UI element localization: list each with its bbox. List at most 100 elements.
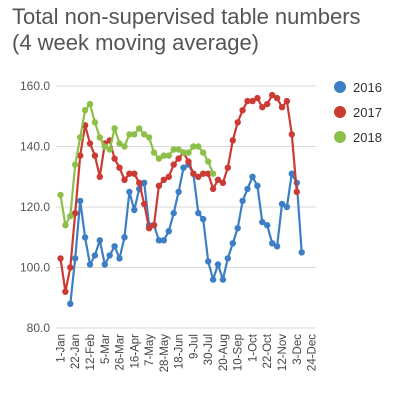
data-point-2016 [72, 255, 79, 262]
x-tick-label: 9-Jul [188, 334, 200, 359]
data-point-2016 [214, 261, 222, 268]
data-point-2017 [131, 170, 138, 177]
y-tick-label: 80.0 [27, 321, 51, 335]
data-point-2017 [234, 119, 241, 126]
data-point-2017 [283, 97, 291, 105]
data-point-2017 [77, 152, 84, 159]
data-point-2016 [224, 255, 231, 262]
data-point-2018 [131, 131, 138, 138]
data-point-2016 [170, 209, 177, 217]
data-point-2018 [86, 100, 94, 108]
data-point-2018 [91, 119, 99, 126]
data-point-2018 [111, 125, 118, 132]
x-tick-label: 26-Mar [115, 334, 127, 371]
legend-label-2018: 2018 [353, 130, 382, 145]
data-point-2016 [165, 228, 172, 235]
chart-title: Total non-supervised table numbers [12, 4, 361, 29]
data-point-2016 [175, 188, 182, 196]
data-point-2018 [121, 143, 128, 150]
data-point-2016 [121, 234, 128, 241]
data-point-2018 [96, 134, 104, 141]
data-point-2017 [214, 176, 222, 183]
x-tick-label: 10-Sep [233, 334, 245, 371]
x-tick-label: 22-Oct [262, 333, 274, 368]
data-point-2016 [116, 255, 123, 262]
y-tick-label: 100.0 [20, 261, 50, 275]
data-point-2017 [72, 209, 79, 217]
legend-marker-2017 [334, 106, 346, 118]
x-tick-label: 12-Feb [85, 334, 97, 370]
data-point-2017 [150, 222, 158, 229]
x-tick-label: 28-May [159, 334, 171, 373]
x-tick-label: 20-Aug [218, 334, 230, 371]
data-point-2017 [229, 137, 236, 144]
x-tick-label: 3-Dec [292, 334, 304, 365]
data-point-2016 [209, 276, 217, 283]
data-point-2016 [91, 252, 99, 259]
data-point-2017 [141, 200, 148, 208]
data-point-2018 [150, 149, 158, 156]
data-point-2016 [259, 218, 266, 226]
data-point-2018 [72, 161, 79, 168]
data-point-2017 [249, 97, 256, 105]
data-point-2016 [273, 243, 281, 250]
data-point-2018 [77, 134, 84, 141]
x-tick-label: 1-Jan [55, 334, 67, 363]
data-point-2017 [67, 264, 74, 271]
y-tick-label: 160.0 [20, 79, 50, 93]
chart-subtitle: (4 week moving average) [12, 30, 260, 55]
data-point-2016 [205, 258, 212, 265]
data-point-2017 [254, 94, 261, 102]
data-point-2018 [126, 131, 133, 138]
data-point-2017 [200, 170, 207, 177]
data-point-2017 [136, 179, 143, 186]
data-point-2016 [96, 237, 104, 244]
y-tick-label: 120.0 [20, 200, 50, 214]
data-point-2016 [195, 209, 202, 217]
data-point-2016 [126, 188, 133, 196]
legend-marker-2018 [334, 131, 346, 143]
legend-label-2016: 2016 [353, 80, 382, 95]
data-point-2017 [195, 173, 202, 180]
data-point-2016 [106, 252, 113, 259]
data-point-2018 [180, 149, 187, 156]
data-point-2017 [175, 155, 182, 162]
chart-title-block: Total non-supervised table numbers (4 we… [12, 4, 398, 56]
x-tick-label: 24-Dec [307, 334, 319, 371]
data-point-2017 [288, 131, 295, 138]
data-point-2017 [126, 170, 133, 177]
data-point-2016 [278, 200, 286, 208]
y-tick-label: 140.0 [20, 140, 50, 154]
data-point-2017 [264, 100, 271, 108]
data-point-2018 [185, 149, 192, 156]
data-point-2018 [195, 143, 202, 150]
data-point-2017 [205, 170, 212, 177]
data-point-2017 [278, 104, 286, 111]
x-tick-label: 5-Mar [100, 334, 112, 364]
x-tick-label: 16-Apr [129, 334, 141, 369]
data-point-2018 [67, 212, 74, 220]
data-point-2018 [190, 143, 197, 150]
data-point-2018 [145, 134, 153, 141]
data-point-2018 [101, 143, 109, 150]
x-tick-label: 30-Jul [203, 334, 215, 365]
data-point-2017 [155, 182, 163, 189]
x-tick-label: 18-Jun [174, 334, 186, 369]
data-point-2017 [239, 107, 246, 114]
data-point-2017 [121, 176, 128, 183]
data-point-2018 [106, 146, 113, 153]
x-tick-label: 1-Oct [247, 333, 259, 362]
data-point-2016 [283, 203, 291, 211]
data-point-2016 [249, 173, 256, 180]
data-point-2018 [141, 131, 148, 138]
data-point-2016 [239, 197, 246, 205]
data-point-2018 [136, 125, 143, 132]
data-point-2016 [244, 185, 251, 193]
data-point-2018 [160, 152, 167, 159]
data-point-2017 [111, 155, 118, 162]
data-point-2017 [91, 152, 99, 159]
data-point-2016 [155, 237, 163, 244]
data-point-2016 [131, 206, 138, 214]
data-point-2018 [175, 146, 182, 153]
